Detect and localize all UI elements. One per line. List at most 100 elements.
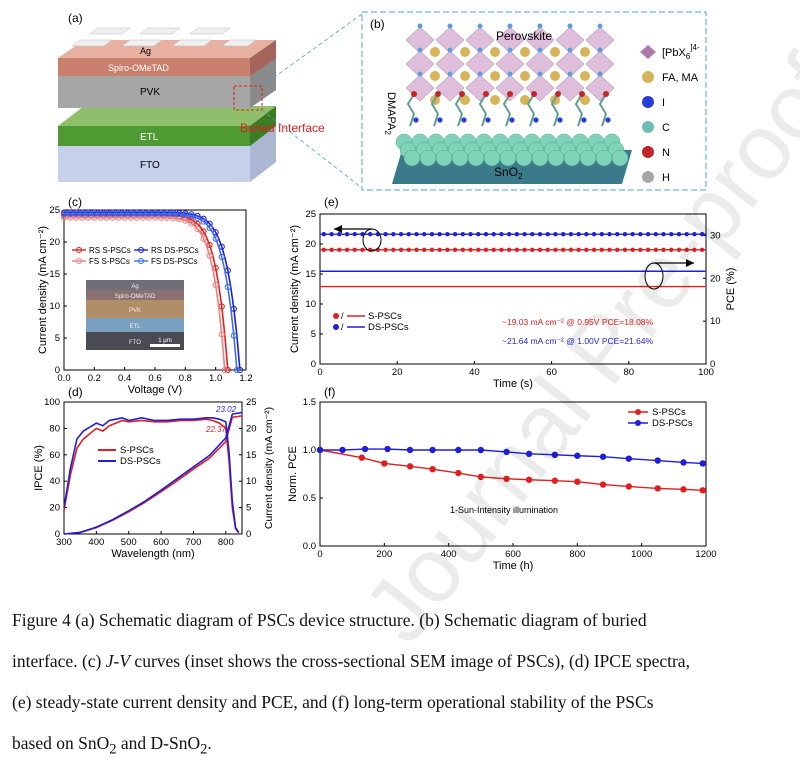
legend-marker (138, 247, 144, 253)
fa-ma-cation (520, 95, 530, 105)
steady-marker (506, 231, 512, 237)
iodide-atom (533, 117, 539, 123)
sno2-sphere (499, 149, 517, 167)
fa-ma-cation (490, 71, 500, 81)
iodide-ion (417, 71, 423, 77)
legend-label: DS-PSCs (652, 418, 693, 429)
jsc-annotation-s: 22.37 (205, 425, 227, 434)
y-tick-label: 15 (49, 269, 60, 280)
steady-marker (445, 231, 450, 237)
steady-marker (576, 231, 581, 237)
y-axis-label: Norm. PCE (287, 446, 299, 502)
jv-marker (194, 214, 201, 222)
panel-a-label: (a) (68, 11, 83, 25)
sem-layer-label: PVK (129, 308, 141, 314)
molecule-chain (478, 93, 488, 127)
steady-marker (591, 247, 597, 253)
steady-marker (352, 231, 357, 237)
y-tick-label: 25 (49, 205, 60, 216)
jv-marker (127, 210, 134, 217)
iodide-ion (507, 71, 513, 77)
steady-marker (692, 231, 697, 237)
spiro-top (58, 40, 276, 58)
x-axis-label: Wavelength (nm) (111, 548, 194, 560)
steady-marker (483, 231, 489, 237)
steady-marker (406, 247, 411, 253)
sem-layer (86, 318, 184, 332)
stability-marker (699, 460, 706, 467)
steady-marker (429, 231, 435, 237)
jv-marker (233, 366, 240, 374)
ag-label: Ag (140, 46, 151, 56)
pvk-front (58, 74, 250, 108)
steady-marker (414, 231, 419, 237)
jv-marker (200, 218, 207, 225)
steady-marker (422, 247, 427, 253)
x-tick-label: 600 (505, 549, 521, 560)
x-axis-label: Voltage (V) (128, 384, 182, 396)
stability-marker (384, 445, 391, 453)
steady-marker (398, 247, 404, 253)
stability-marker (551, 477, 559, 484)
iodide-atom (557, 117, 563, 123)
y-tick-label: 0.5 (303, 493, 316, 504)
molecule-chain (502, 93, 512, 127)
nitrogen-atom (483, 91, 489, 97)
iodide-ion (447, 47, 453, 53)
steady-marker (352, 247, 357, 253)
iodide-ion (507, 47, 513, 53)
y-tick-label: 1.5 (303, 397, 316, 408)
iodide-ion (417, 47, 423, 53)
steady-marker (553, 247, 558, 253)
iodide-atom (581, 117, 587, 123)
steady-marker (568, 247, 574, 253)
steady-marker (599, 231, 604, 237)
steady-marker (584, 247, 589, 253)
legend-marker (333, 324, 339, 330)
y-axis-label: IPCE (%) (33, 445, 45, 491)
sem-layer (86, 280, 184, 290)
panel-a: (a) FTO ETL PVK Spiro-OMeTAD Ag (57, 11, 363, 189)
steady-marker (615, 231, 620, 237)
iodide-ion (417, 23, 423, 29)
x-tick-label: 0.2 (88, 373, 101, 384)
iodide-ion (537, 71, 543, 77)
buried-interface-box (233, 85, 263, 111)
jv-marker (206, 224, 213, 232)
jv-marker (224, 283, 231, 291)
stability-marker (406, 446, 414, 454)
steady-marker (360, 247, 365, 253)
panel-label: (e) (324, 195, 339, 209)
iodide-atom (485, 117, 491, 123)
iodide-ion (597, 71, 603, 77)
iodide-ion (567, 47, 573, 53)
legend-label: C (662, 122, 670, 134)
perovskite-octahedra (405, 23, 615, 105)
steady-marker (630, 231, 635, 237)
stability-marker (551, 451, 559, 458)
fa-ma-cation (520, 47, 530, 57)
panel-b-legend: [PbX6]4- FA, MA I C N H (640, 43, 700, 184)
iodide-ion (447, 23, 453, 29)
left-axis-circle (362, 228, 382, 252)
etl-front (58, 126, 250, 146)
stability-marker (599, 453, 607, 460)
jv-marker (66, 210, 74, 217)
y-tick-label: 40 (49, 476, 60, 487)
x-tick-label: 200 (376, 549, 392, 560)
y-tick-label: 0 (55, 529, 60, 540)
panel-b: (b) SnO2 Perovskite DMAPA2 [PbX6]4- FA, M… (361, 11, 707, 191)
jv-marker (182, 217, 189, 224)
jv-marker (103, 210, 110, 217)
steady-marker (437, 247, 442, 253)
steady-marker (499, 231, 504, 237)
jv-marker (73, 210, 80, 217)
jv-marker (188, 211, 195, 218)
iodide-ion (567, 71, 573, 77)
fto-side (250, 125, 276, 182)
legend-marker (635, 420, 641, 426)
y2-tick-label: 25 (246, 397, 257, 408)
steady-marker (591, 231, 597, 237)
x-tick-label: 0 (317, 549, 322, 560)
stability-marker (680, 459, 687, 466)
